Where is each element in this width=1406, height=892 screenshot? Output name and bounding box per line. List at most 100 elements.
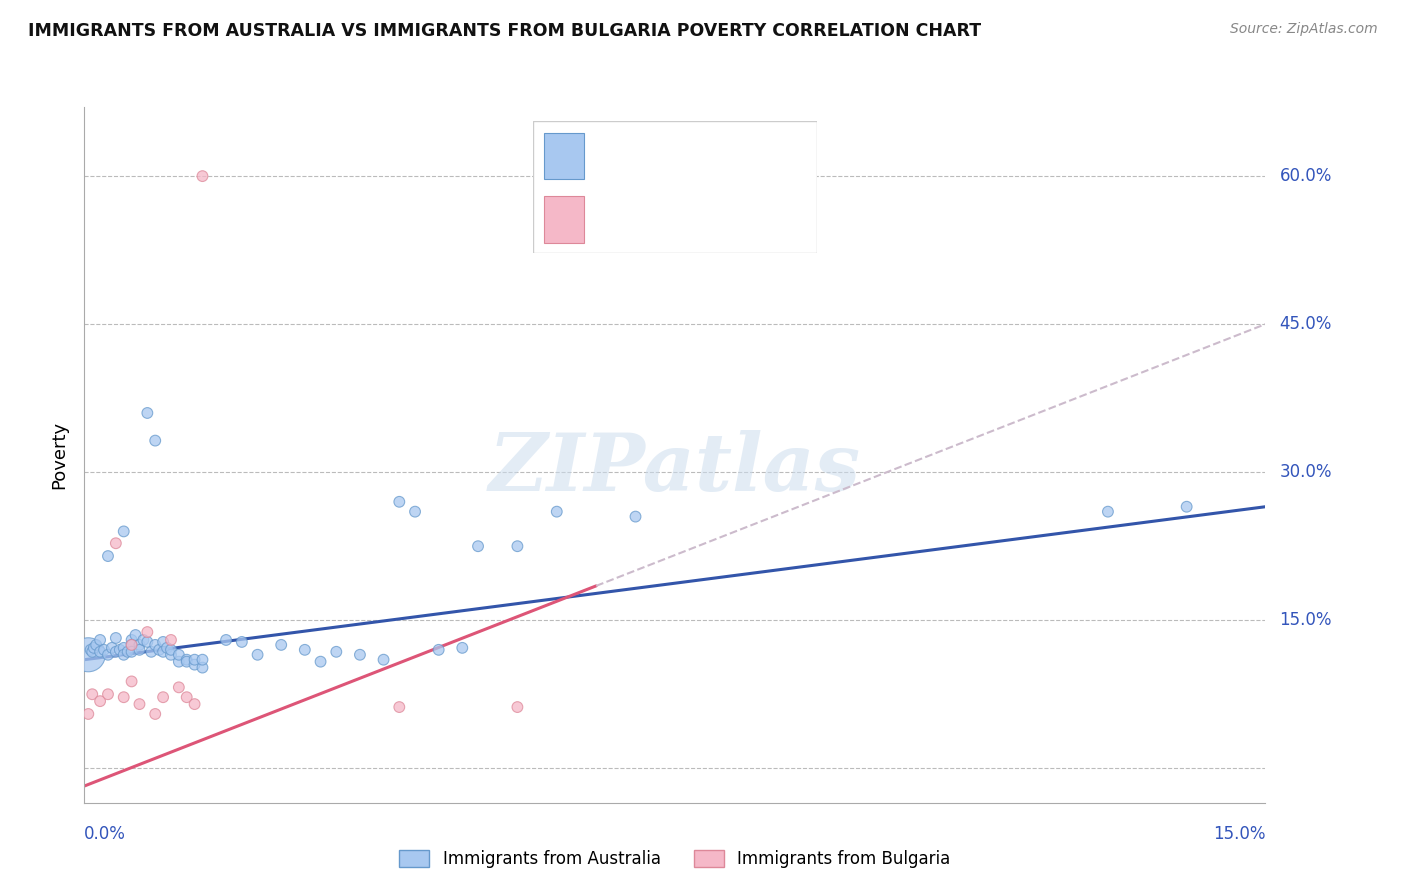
Point xyxy=(167,655,190,669)
Point xyxy=(104,536,127,550)
Text: R = 0.533: R = 0.533 xyxy=(596,212,672,227)
Point xyxy=(121,674,143,689)
Point xyxy=(506,700,529,714)
Point xyxy=(112,690,135,705)
Point xyxy=(624,509,647,524)
Point xyxy=(148,643,170,657)
Point xyxy=(82,645,104,659)
Point xyxy=(167,648,190,662)
Point xyxy=(191,169,214,183)
FancyBboxPatch shape xyxy=(544,196,583,243)
Point xyxy=(246,648,269,662)
Point xyxy=(451,640,474,655)
Point xyxy=(112,524,135,539)
Point xyxy=(546,505,568,519)
Point xyxy=(388,700,411,714)
Y-axis label: Poverty: Poverty xyxy=(51,421,69,489)
Point xyxy=(309,655,332,669)
Point xyxy=(325,645,347,659)
Point xyxy=(84,638,107,652)
Text: 15.0%: 15.0% xyxy=(1213,825,1265,843)
Text: 45.0%: 45.0% xyxy=(1279,315,1331,333)
Text: 60.0%: 60.0% xyxy=(1279,167,1331,186)
Point xyxy=(97,687,120,701)
Point xyxy=(183,657,205,672)
Point xyxy=(112,640,135,655)
Point xyxy=(294,643,316,657)
Point xyxy=(89,694,111,708)
Point xyxy=(77,706,100,721)
Point xyxy=(183,653,205,667)
Point xyxy=(215,632,238,647)
Point xyxy=(121,632,143,647)
Point xyxy=(160,648,183,662)
Point xyxy=(101,640,124,655)
Point xyxy=(160,632,183,647)
Point xyxy=(141,645,163,659)
Point xyxy=(404,505,426,519)
Point xyxy=(132,632,155,647)
Point xyxy=(1175,500,1198,514)
Point xyxy=(143,638,166,652)
Point xyxy=(152,635,174,649)
Text: 30.0%: 30.0% xyxy=(1279,463,1331,481)
Point xyxy=(121,645,143,659)
Point xyxy=(97,549,120,563)
Text: Source: ZipAtlas.com: Source: ZipAtlas.com xyxy=(1230,22,1378,37)
FancyBboxPatch shape xyxy=(544,133,583,179)
Point xyxy=(104,645,127,659)
Point xyxy=(176,653,198,667)
Point xyxy=(128,638,150,652)
Text: 15.0%: 15.0% xyxy=(1279,611,1331,629)
Text: ZIPatlas: ZIPatlas xyxy=(489,430,860,508)
Point xyxy=(191,660,214,674)
Point xyxy=(191,653,214,667)
Point xyxy=(152,645,174,659)
Point xyxy=(183,697,205,711)
Point xyxy=(506,539,529,553)
Text: 0.0%: 0.0% xyxy=(84,825,127,843)
Point xyxy=(121,638,143,652)
Point xyxy=(112,648,135,662)
Point xyxy=(427,643,450,657)
Point xyxy=(176,690,198,705)
Point xyxy=(136,406,159,420)
Point xyxy=(83,640,105,655)
Text: R = 0.307: R = 0.307 xyxy=(596,149,672,164)
Point xyxy=(156,640,179,655)
Text: N = 19: N = 19 xyxy=(717,212,775,227)
FancyBboxPatch shape xyxy=(533,121,817,253)
Point xyxy=(270,638,292,652)
Point xyxy=(136,625,159,640)
Point xyxy=(77,648,100,662)
Point xyxy=(152,690,174,705)
Point xyxy=(93,643,115,657)
Point xyxy=(349,648,371,662)
Point xyxy=(117,645,139,659)
Point xyxy=(167,681,190,695)
Point xyxy=(82,687,104,701)
Point xyxy=(124,628,146,642)
Point xyxy=(1097,505,1119,519)
Point xyxy=(104,631,127,645)
Point xyxy=(97,648,120,662)
Point xyxy=(160,643,183,657)
Point xyxy=(89,645,111,659)
Point xyxy=(128,697,150,711)
Point xyxy=(89,632,111,647)
Point xyxy=(467,539,489,553)
Point xyxy=(176,655,198,669)
Point xyxy=(143,434,166,448)
Point xyxy=(136,635,159,649)
Point xyxy=(128,643,150,657)
Point xyxy=(79,643,101,657)
Point xyxy=(143,706,166,721)
Text: N = 63: N = 63 xyxy=(717,149,775,164)
Point xyxy=(388,495,411,509)
Point xyxy=(108,643,131,657)
Legend: Immigrants from Australia, Immigrants from Bulgaria: Immigrants from Australia, Immigrants fr… xyxy=(392,843,957,875)
Text: IMMIGRANTS FROM AUSTRALIA VS IMMIGRANTS FROM BULGARIA POVERTY CORRELATION CHART: IMMIGRANTS FROM AUSTRALIA VS IMMIGRANTS … xyxy=(28,22,981,40)
Point xyxy=(373,653,395,667)
Point xyxy=(121,638,143,652)
Point xyxy=(231,635,253,649)
